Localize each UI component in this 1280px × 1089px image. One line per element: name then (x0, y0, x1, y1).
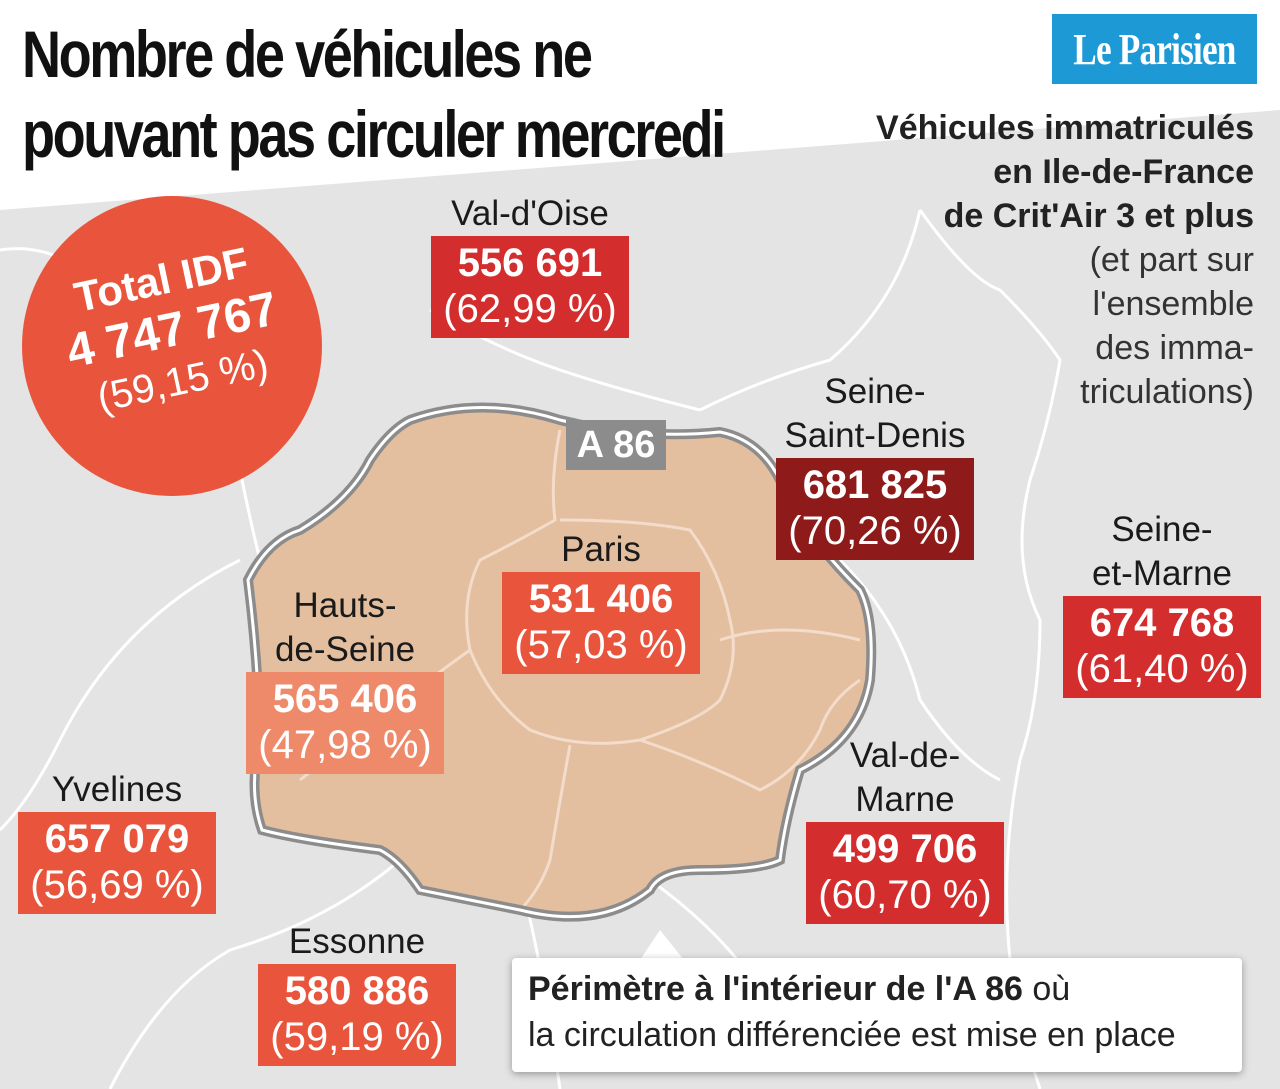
dept-percent: (47,98 %) (258, 723, 432, 767)
dept-name: Essonne (288, 922, 426, 961)
dept-value-box: 580 886 (59,19 %) (258, 964, 456, 1066)
dept-percent: (61,40 %) (1075, 647, 1249, 691)
dept-percent: (57,03 %) (514, 623, 688, 667)
dept-val-de-marne: Val-de- Marne 499 706 (60,70 %) (802, 734, 1008, 924)
legend-line: des imma- (1095, 329, 1254, 367)
dept-name: Val-d'Oise (451, 194, 609, 233)
dept-name: Seine- (824, 372, 926, 411)
dept-yvelines: Yvelines 657 079 (56,69 %) (14, 768, 220, 914)
legend-line: l'ensemble (1092, 285, 1254, 323)
total-idf-sticker: Total IDF 4 747 767 (59,15 %) (22, 196, 328, 496)
total-disc (22, 196, 322, 496)
dept-name: Paris (561, 530, 641, 569)
dept-name: Hauts- (293, 586, 397, 625)
dept-value: 531 406 (528, 577, 674, 621)
dept-percent: (62,99 %) (443, 287, 617, 331)
dept-percent: (70,26 %) (788, 509, 962, 553)
dept-value-box: 556 691 (62,99 %) (431, 236, 629, 338)
dept-value: 681 825 (802, 463, 948, 507)
legend-line: de Crit'Air 3 et plus (943, 197, 1254, 235)
legend-line: en Ile-de-France (993, 153, 1254, 191)
dept-value: 499 706 (832, 827, 978, 871)
caption-bold: Périmètre à l'intérieur de l'A 86 (528, 970, 1023, 1008)
caption-rest-1: où (1022, 970, 1071, 1008)
dept-name: et-Marne (1091, 554, 1233, 593)
dept-seine-et-marne: Seine- et-Marne 674 768 (61,40 %) (1062, 508, 1262, 698)
dept-value: 674 768 (1089, 601, 1235, 645)
dept-value-box: 657 079 (56,69 %) (18, 812, 216, 914)
caption-line-1: Périmètre à l'intérieur de l'A 86 où (528, 966, 1226, 1012)
dept-percent: (56,69 %) (30, 863, 204, 907)
logo-text: Le Parisien (1073, 24, 1236, 74)
caption-pointer (640, 930, 684, 960)
dept-name: Saint-Denis (784, 416, 966, 455)
legend-line: triculations) (1080, 373, 1254, 411)
dept-value-box: 681 825 (70,26 %) (776, 458, 974, 560)
legend-line: (et part sur (1089, 241, 1254, 279)
dept-value: 556 691 (457, 241, 603, 285)
dept-value-box: 674 768 (61,40 %) (1063, 596, 1261, 698)
dept-value: 580 886 (284, 969, 430, 1013)
legend-line: Véhicules immatriculés (876, 109, 1254, 147)
dept-paris: Paris 531 406 (57,03 %) (496, 528, 706, 674)
dept-value: 565 406 (272, 677, 418, 721)
dept-essonne: Essonne 580 886 (59,19 %) (254, 920, 460, 1066)
dept-value-box: 499 706 (60,70 %) (806, 822, 1004, 924)
dept-name: de-Seine (274, 630, 416, 669)
dept-name: Yvelines (51, 770, 183, 809)
dept-name: Seine- (1111, 510, 1213, 549)
legend: Véhicules immatriculés en Ile-de-France … (814, 106, 1254, 414)
dept-value: 657 079 (44, 817, 190, 861)
dept-value-box: 531 406 (57,03 %) (502, 572, 700, 674)
dept-percent: (60,70 %) (818, 873, 992, 917)
dept-hauts-de-seine: Hauts- de-Seine 565 406 (47,98 %) (240, 584, 450, 774)
le-parisien-logo: Le Parisien (1052, 14, 1257, 84)
dept-value-box: 565 406 (47,98 %) (246, 672, 444, 774)
a86-perimeter-caption: Périmètre à l'intérieur de l'A 86 où la … (512, 958, 1242, 1072)
dept-seine-saint-denis: Seine- Saint-Denis 681 825 (70,26 %) (770, 370, 980, 560)
caption-rest-2: la circulation différenciée est mise en … (528, 1016, 1176, 1054)
dept-name: Val-de- (849, 736, 961, 775)
a86-road-label: A 86 (566, 420, 666, 470)
dept-percent: (59,19 %) (270, 1015, 444, 1059)
dept-val-doise: Val-d'Oise 556 691 (62,99 %) (430, 192, 630, 338)
dept-name: Marne (855, 780, 955, 819)
page-title: Nombre de véhicules ne pouvant pas circu… (22, 17, 726, 171)
